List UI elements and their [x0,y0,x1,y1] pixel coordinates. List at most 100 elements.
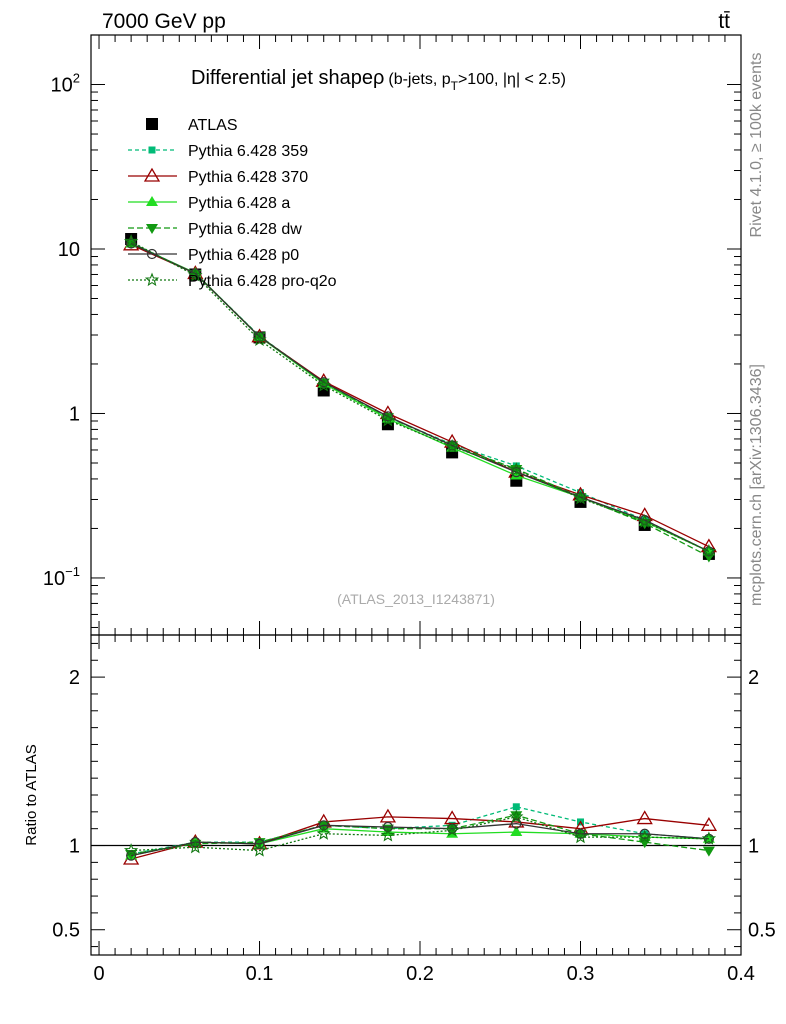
ratio-series-group [122,803,718,865]
ratio-ytick-label-left: 1 [69,836,80,858]
ratio-data-point [636,810,653,825]
main-series-line [130,242,710,553]
legend-label: ATLAS [188,117,238,134]
ratio-series-line [131,814,709,855]
ratio-data-point [126,850,137,861]
ratio-data-point [252,843,267,857]
ratio-series-line [130,822,709,857]
ratio-axes: 0 0.1 0.2 0.3 0.4 0.5 0.5 1 1 2 2 [52,635,776,985]
main-data-point [511,467,522,478]
main-data-point [573,490,588,505]
ratio-data-point [702,846,715,857]
legend: ATLAS Pythia 6.428 359 Pythia 6.428 370 Pyt… [128,117,337,290]
main-ytick-label: 1 [69,403,80,425]
main-ytick-base: 1 [69,403,80,425]
legend-label: Pythia 6.428 a [188,195,290,212]
ratio-data-point [700,817,718,831]
ratio-series-line [130,816,709,860]
process-label: tt̄ [718,10,730,33]
ratio-data-point [254,838,265,849]
main-data-point [380,412,396,427]
ratio-data-point [573,829,588,844]
legend-label: Pythia 6.428 pro-q2o [188,273,337,290]
ratio-panel-frame [90,634,742,956]
main-ytick-label: 10−1 [43,564,80,590]
legend-marker [146,118,158,130]
ratio-data-point [509,809,524,823]
ratio-ylabel: Ratio to ATLAS [23,744,40,845]
legend-marker [146,224,158,234]
ratio-data-point [443,810,461,825]
ratio-ytick-label-left: 0.5 [52,920,80,942]
ratio-xtick-label: 0 [93,963,104,985]
main-series-line [130,244,710,548]
main-data-point [317,378,330,389]
ratio-ytick-label-left: 2 [69,667,80,689]
main-data-point [254,331,265,342]
main-ytick-label: 10 [58,239,80,261]
ratio-data-point [380,827,396,842]
rivet-version-label: Rivet 4.1.0, ≥ 100k events [748,53,765,238]
ratio-data-point [512,803,520,811]
ratio-series-line [131,816,709,852]
main-title: Differential jet shapeρ (b-jets, pT>100, … [191,67,566,93]
ratio-ytick-label-right: 2 [748,667,759,689]
energy-label: 7000 GeV pp [102,10,226,33]
ratio-data-point [444,822,460,837]
ratio-data-point [510,826,523,837]
main-data-point [382,411,394,422]
ratio-series-line [131,806,709,855]
analysis-watermark: (ATLAS_2013_I1243871) [337,591,495,607]
legend-label: Pythia 6.428 p0 [188,247,299,264]
ratio-data-point [316,826,331,840]
main-data-point [509,462,524,476]
ratio-data-point [639,828,650,839]
legend-marker [146,248,158,260]
legend-marker [143,167,161,182]
legend-marker [148,146,156,154]
main-data-point [252,332,267,347]
main-series-group [122,233,718,563]
main-ytick-base: 10 [43,568,65,590]
main-ytick-exponent: 2 [73,71,80,86]
ratio-data-point [575,828,586,839]
legend-label: Pythia 6.428 359 [188,143,308,160]
legend-label: Pythia 6.428 370 [188,169,308,186]
ratio-data-point [188,839,203,854]
ratio-ytick-label-right: 1 [748,836,759,858]
ratio-data-point [510,811,523,822]
main-data-point [444,438,460,453]
ratio-data-point [574,829,587,840]
main-data-point [637,514,652,528]
main-ytick-exponent: −1 [65,564,80,579]
main-data-point [123,234,139,248]
title-sub-t: T [451,79,459,93]
ratio-data-point [637,829,652,844]
title-sub-b: >100, |η| < 2.5) [458,71,566,88]
main-data-point [316,377,331,392]
ratio-data-point [379,808,397,823]
legend-marker [146,196,158,206]
title-rho: ρ [373,67,384,89]
ratio-data-point [123,843,139,857]
ratio-data-point [701,831,717,845]
ratio-data-point [318,820,329,831]
ratio-xtick-label: 0.2 [406,963,434,985]
title-sub-a: (b-jets, p [388,71,450,88]
main-data-point [188,267,203,282]
ratio-xtick-label: 0.1 [246,963,274,985]
main-ytick-base: 10 [51,75,73,97]
ratio-data-point [446,824,459,835]
main-series-line [130,240,710,553]
main-data-point [701,543,717,558]
main-ytick-base: 10 [58,239,80,261]
main-data-point [381,413,394,424]
title-main-text: Differential jet shape [191,67,373,89]
ratio-xtick-label: 0.3 [567,963,595,985]
legend-label: Pythia 6.428 dw [188,221,302,238]
mcplots-label: mcplots.cern.ch [arXiv:1306.3436] [748,364,765,606]
ratio-data-point [382,821,394,833]
main-ytick-label: 102 [51,71,80,97]
